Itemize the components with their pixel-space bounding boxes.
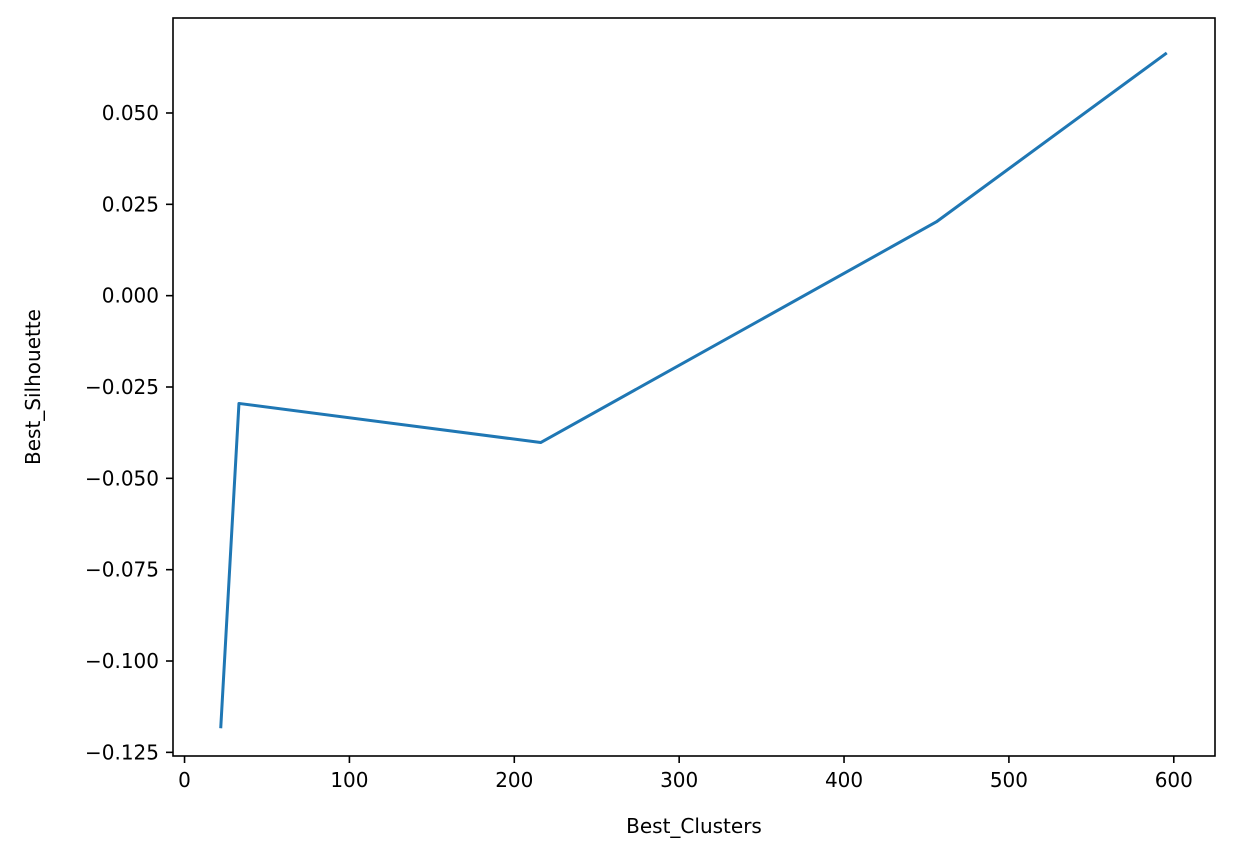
y-tick-label: 0.000 bbox=[102, 284, 159, 308]
x-tick-label: 600 bbox=[1155, 768, 1193, 792]
y-axis: −0.125 −0.100 −0.075 −0.050 −0.025 0.000 0.025… bbox=[85, 101, 173, 764]
series-line bbox=[219, 51, 1168, 729]
x-tick-label: 0 bbox=[178, 768, 191, 792]
series-layer bbox=[219, 51, 1168, 729]
y-tick-label: −0.125 bbox=[85, 740, 159, 764]
y-tick-label: −0.050 bbox=[85, 466, 159, 490]
x-tick-label: 400 bbox=[825, 768, 863, 792]
y-tick-label: −0.025 bbox=[85, 375, 159, 399]
y-tick-label: 0.050 bbox=[102, 101, 159, 125]
x-axis-label: Best_Clusters bbox=[626, 814, 762, 838]
x-axis: 0 100 200 300 400 500 600 bbox=[178, 756, 1193, 792]
y-axis-label: Best_Silhouette bbox=[21, 309, 45, 465]
x-tick-label: 100 bbox=[330, 768, 368, 792]
y-tick-label: 0.025 bbox=[102, 192, 159, 216]
y-tick-label: −0.100 bbox=[85, 649, 159, 673]
x-tick-label: 300 bbox=[660, 768, 698, 792]
y-tick-label: −0.075 bbox=[85, 558, 159, 582]
x-tick-label: 200 bbox=[495, 768, 533, 792]
x-tick-label: 500 bbox=[990, 768, 1028, 792]
